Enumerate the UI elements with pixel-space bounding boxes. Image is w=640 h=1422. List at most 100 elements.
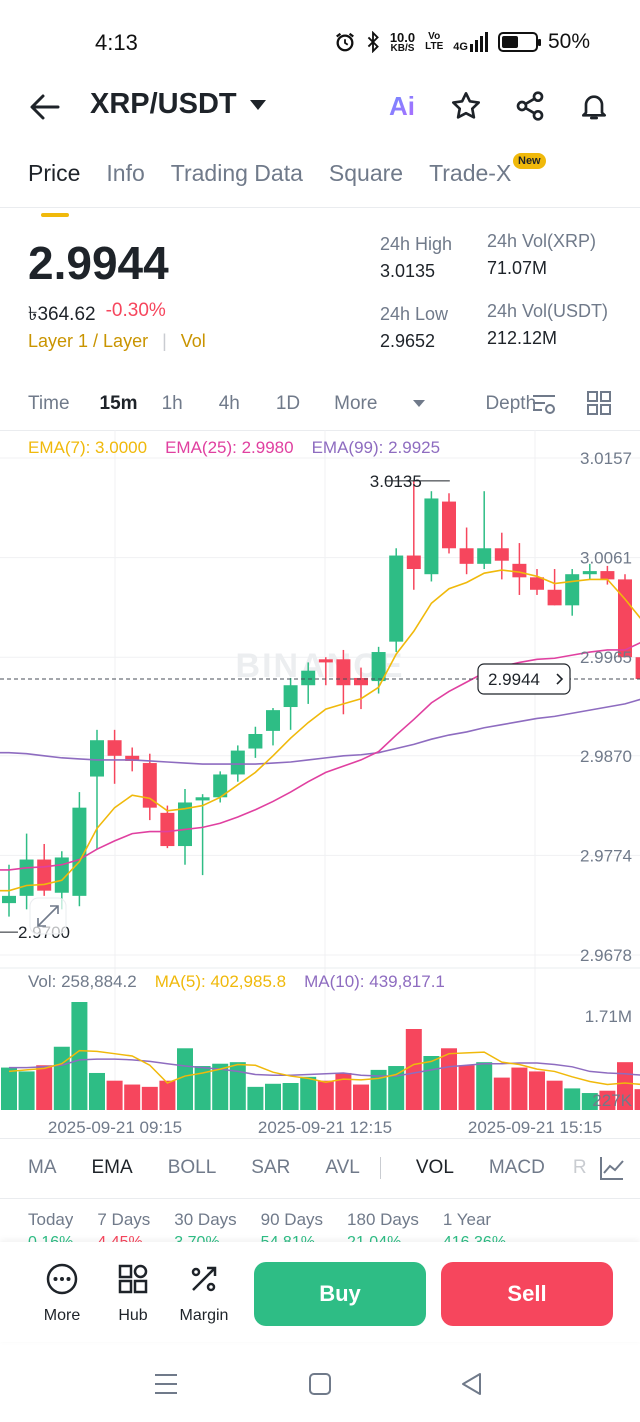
candle-body [125,755,140,761]
candle-body [142,763,157,808]
last-price: 2.9944 [28,237,169,289]
interval-more[interactable]: More [334,393,455,415]
share-button[interactable] [512,88,548,124]
status-icons: 10.0 KB/S Vo LTE 4G 50% [334,30,590,54]
volume-bar [141,1086,158,1110]
interval-15m[interactable]: 15m [99,393,138,414]
volume-bar [353,1084,369,1110]
candle-body [318,659,333,663]
indicator-row: MA EMA BOLL SAR AVL VOL MACD R [28,1157,587,1179]
alarm-icon [335,32,354,52]
candle-body [618,579,632,658]
pair-title: XRP/USDT [90,88,237,120]
layout-grid-button[interactable] [586,390,612,421]
alert-button[interactable] [576,88,612,124]
volume-bar [1,1067,17,1110]
candle-body [442,501,456,549]
battery-icon [497,32,541,52]
candle-body [107,740,122,756]
depth-tab[interactable]: Depth [485,393,537,414]
vol-ma5-label: MA(5): 402,985.8 [154,972,287,991]
star-icon [452,92,480,119]
nav-back-button[interactable] [458,1370,486,1398]
candle-body [37,859,52,891]
candle-body [512,563,527,578]
current-price-pill[interactable] [477,663,571,695]
more-button[interactable]: More [32,1262,92,1325]
status-time: 4:13 [95,30,138,55]
indicator-settings-button[interactable] [598,1154,626,1187]
tab-info[interactable]: Info [106,160,145,186]
margin-button[interactable]: Margin [174,1262,234,1325]
volume-bar [370,1069,387,1110]
y-tick-label: 2.9774 [580,846,632,865]
volume-bar [388,1066,405,1110]
chart-settings-button[interactable] [530,390,558,423]
candle-body [2,895,16,904]
buy-button[interactable]: Buy [254,1262,426,1326]
candle-body [283,685,298,708]
menu-lines-icon [155,1374,177,1394]
candle-body [213,774,228,798]
indicator-ema[interactable]: EMA [91,1157,133,1178]
volume-bar [599,1090,616,1110]
interval-4h[interactable]: 4h [218,393,240,414]
perf-today: Today 0.16% [28,1210,74,1244]
header-actions: Ai [384,88,612,124]
stat-24h-low: 24h Low 2.9652 [380,304,449,351]
perf-180d: 180 Days 21.04% [347,1210,419,1244]
volume-bar [18,1071,35,1110]
pair-selector[interactable]: XRP/USDT [90,88,267,121]
candle-body [565,574,580,606]
favorite-button[interactable] [448,88,484,124]
tab-price[interactable]: Price [28,160,80,217]
interval-1d[interactable]: 1D [275,393,301,414]
x-tick-label: 2025-09-21 09:15 [48,1118,182,1137]
hub-icon [118,1264,148,1294]
candle-body [459,548,474,564]
volume-bar [529,1071,545,1110]
candlestick-chart[interactable]: BINANCE3.01573.00612.99652.98702.97742.9… [0,430,640,1140]
sell-button[interactable]: Sell [441,1262,613,1326]
perf-1y: 1 Year 416.36% [442,1210,507,1244]
grid-icon [587,391,611,415]
interval-time[interactable]: Time [28,393,70,414]
nav-home-button[interactable] [306,1370,334,1398]
candle-body [230,750,245,775]
indicator-sar[interactable]: SAR [251,1157,291,1178]
volume-bar [441,1048,457,1110]
share-icon [516,91,544,121]
ema7-line [0,569,640,892]
y-tick-label: 3.0157 [580,449,632,468]
indicator-boll[interactable]: BOLL [167,1157,217,1178]
y-tick-label: 2.9870 [580,747,632,766]
ai-assistant-button[interactable]: Ai [384,88,420,124]
vol-ma10-line [9,1058,640,1077]
tab-square[interactable]: Square [328,160,404,186]
tab-trading-data[interactable]: Trading Data [170,160,303,186]
volume-bar [405,1029,422,1110]
candle-body [635,657,640,680]
tab-trade-x[interactable]: Trade-X [429,160,512,186]
volume-bar [177,1048,193,1110]
back-arrow-icon[interactable] [28,90,62,124]
indicator-macd[interactable]: MACD [488,1157,545,1178]
candle-body [530,577,544,590]
indicator-avl[interactable]: AVL [325,1157,360,1178]
chart-settings-icon [533,395,555,414]
category-tag[interactable]: Layer 1 / Layer [28,331,149,351]
y-tick-label: 2.9965 [580,648,632,667]
nav-recents-button[interactable] [152,1370,180,1398]
indicator-ma[interactable]: MA [28,1157,57,1178]
hub-button[interactable]: Hub [103,1262,163,1325]
new-badge: New [513,153,546,169]
indicator-vol[interactable]: VOL [415,1157,454,1178]
volte-indicator: Vo LTE [425,31,444,52]
interval-1h[interactable]: 1h [161,393,183,414]
indicator-r[interactable]: R [572,1157,587,1178]
candle-body [477,548,492,564]
indicator-separator [379,1157,381,1179]
vol-tag[interactable]: Vol [180,331,206,351]
volume-bar [458,1065,475,1110]
candle-body [266,710,280,731]
